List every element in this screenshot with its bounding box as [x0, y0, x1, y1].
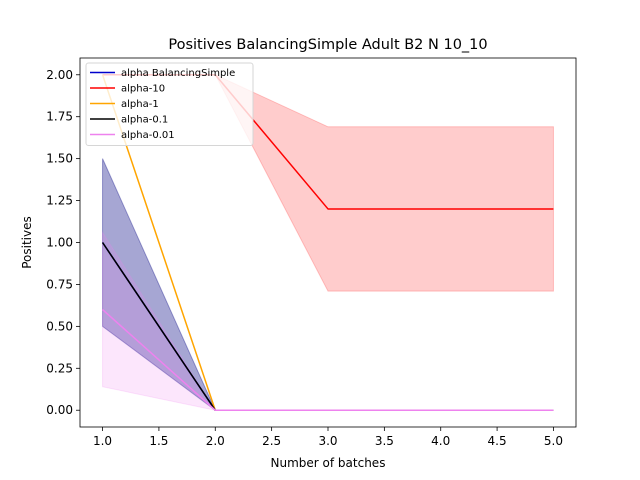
legend-label: alpha-1	[121, 99, 159, 110]
x-axis-ticks: 1.0 1.5 2.0 2.5 3.0 3.5 4.0 4.5 5.0	[93, 427, 563, 448]
legend-label: alpha-0.01	[121, 130, 175, 141]
legend-label: alpha BalancingSimple	[121, 68, 235, 79]
x-tick-label: 5.0	[544, 434, 563, 448]
x-tick-label: 3.5	[375, 434, 394, 448]
line-alpha-0-01	[102, 309, 554, 411]
legend-box	[85, 62, 254, 146]
y-tick-label: 0.00	[46, 403, 73, 417]
y-tick-label: 0.50	[46, 319, 73, 333]
y-tick-label: 1.50	[46, 152, 73, 166]
y-tick-label: 2.00	[46, 68, 73, 82]
x-tick-label: 4.0	[431, 434, 450, 448]
x-tick-label: 2.5	[262, 434, 281, 448]
legend-label: alpha-0.1	[121, 115, 168, 126]
legend: alpha BalancingSimple alpha-10 alpha-1 alph…	[85, 62, 254, 146]
y-tick-label: 1.25	[46, 194, 73, 208]
x-tick-label: 4.5	[488, 434, 507, 448]
y-axis-label: Positives	[20, 216, 34, 269]
x-tick-label: 2.0	[206, 434, 225, 448]
y-axis-ticks: 0.00 0.25 0.50 0.75 1.00 1.25 1.50 1.75 2.00	[46, 68, 80, 417]
x-axis-label: Number of batches	[271, 456, 386, 470]
legend-label: alpha-10	[121, 84, 165, 95]
x-tick-label: 1.0	[93, 434, 112, 448]
y-tick-label: 1.00	[46, 236, 73, 250]
x-tick-label: 3.0	[318, 434, 337, 448]
x-tick-label: 1.5	[149, 434, 168, 448]
chart-title: Positives BalancingSimple Adult B2 N 10_…	[168, 37, 487, 53]
y-tick-label: 1.75	[46, 110, 73, 124]
y-tick-label: 0.25	[46, 361, 73, 375]
y-tick-label: 0.75	[46, 277, 73, 291]
